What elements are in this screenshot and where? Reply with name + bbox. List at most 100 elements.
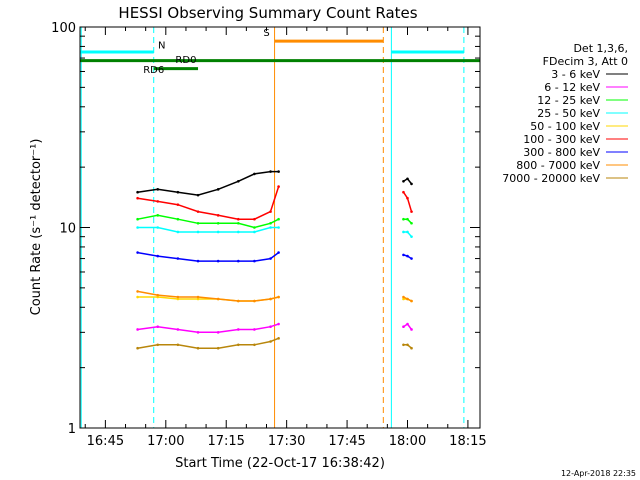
series-point-5-0-2 xyxy=(176,203,180,206)
series-point-7-0-1 xyxy=(156,293,160,297)
series-point-3-1-2 xyxy=(410,235,413,238)
legend-label-3: 25 - 50 keV xyxy=(537,107,600,120)
series-point-1-0-7 xyxy=(269,325,272,329)
x-tick-label-1645: 16:45 xyxy=(87,434,124,449)
series-point-5-0-8 xyxy=(277,185,280,188)
timestamp: 12-Apr-2018 22:35 xyxy=(561,469,636,478)
series-point-5-0-3 xyxy=(196,210,200,213)
legend-header-line-1: FDecim 3, Att 0 xyxy=(543,55,628,68)
series-point-3-0-2 xyxy=(176,230,180,234)
series-point-8-0-3 xyxy=(196,346,200,350)
series-point-6-0-0 xyxy=(136,251,139,254)
series-point-7-1-1 xyxy=(406,297,409,301)
series-point-7-0-3 xyxy=(196,295,200,299)
series-point-3-0-7 xyxy=(269,226,272,229)
series-point-7-1-0 xyxy=(402,295,405,299)
series-point-2-0-7 xyxy=(269,221,272,225)
series-point-7-0-7 xyxy=(269,297,272,301)
series-point-0-1-0 xyxy=(402,179,405,183)
series-point-3-0-1 xyxy=(156,226,160,229)
annotation-rd6: RD6 xyxy=(143,65,164,76)
x-tick-label-1800: 18:00 xyxy=(389,434,426,449)
series-point-8-1-2 xyxy=(410,346,413,350)
series-point-4-0-1 xyxy=(156,295,160,299)
series-point-2-0-8 xyxy=(277,217,280,221)
series-point-6-0-5 xyxy=(237,259,240,263)
series-point-0-0-3 xyxy=(196,193,200,197)
y-axis-label: Count Rate (s⁻¹ detector⁻¹) xyxy=(29,139,44,316)
legend-label-7: 800 - 7000 keV xyxy=(516,159,600,172)
series-point-3-0-8 xyxy=(277,226,280,229)
series-point-0-0-1 xyxy=(156,188,160,191)
series-point-5-1-2 xyxy=(410,210,413,213)
series-point-6-0-2 xyxy=(176,257,180,260)
series-point-0-1-1 xyxy=(406,177,409,181)
series-point-2-1-0 xyxy=(402,217,405,221)
series-point-3-0-4 xyxy=(216,230,220,234)
series-point-7-0-4 xyxy=(216,297,220,301)
series-point-2-0-3 xyxy=(196,221,200,225)
legend-label-8: 7000 - 20000 keV xyxy=(502,172,600,185)
series-point-0-0-4 xyxy=(216,188,220,191)
y-tick-label-1: 1 xyxy=(68,422,76,437)
x-tick-label-1745: 17:45 xyxy=(328,434,365,449)
series-point-0-0-0 xyxy=(136,190,139,194)
series-point-2-0-5 xyxy=(237,221,240,225)
series-point-0-0-5 xyxy=(237,179,240,183)
series-point-1-0-2 xyxy=(176,328,180,331)
series-point-4-0-2 xyxy=(176,297,180,301)
series-point-0-0-6 xyxy=(253,172,256,176)
series-point-1-0-3 xyxy=(196,331,200,334)
annotation-rd0: RD0 xyxy=(175,55,196,66)
legend-label-2: 12 - 25 keV xyxy=(537,94,600,107)
series-point-0-0-8 xyxy=(277,170,280,173)
series-point-6-0-4 xyxy=(216,259,220,263)
x-tick-label-1700: 17:00 xyxy=(147,434,184,449)
annotation-n: N xyxy=(158,41,165,52)
series-point-1-1-0 xyxy=(402,325,405,329)
legend-label-0: 3 - 6 keV xyxy=(551,68,600,81)
series-point-1-0-1 xyxy=(156,325,160,329)
series-point-4-0-3 xyxy=(196,297,200,301)
series-point-1-0-0 xyxy=(136,328,139,331)
series-point-3-0-6 xyxy=(253,230,256,234)
series-point-6-0-1 xyxy=(156,254,160,258)
series-point-3-1-1 xyxy=(406,230,409,234)
series-point-8-0-2 xyxy=(176,343,180,347)
y-tick-label-10: 10 xyxy=(59,222,76,237)
series-point-5-0-4 xyxy=(216,214,220,217)
legend-label-1: 6 - 12 keV xyxy=(544,81,600,94)
series-point-7-0-5 xyxy=(237,299,240,303)
plot-area: N S RD0 RD6 xyxy=(80,27,480,428)
x-tick-label-1715: 17:15 xyxy=(207,434,244,449)
series-point-1-0-5 xyxy=(237,328,240,331)
series-point-0-0-2 xyxy=(176,190,180,194)
x-axis-label: Start Time (22-Oct-17 16:38:42) xyxy=(175,456,385,471)
series-point-8-0-1 xyxy=(156,343,160,347)
series-point-2-0-4 xyxy=(216,221,220,225)
series-point-3-0-5 xyxy=(237,230,240,234)
series-point-4-1-0 xyxy=(402,297,405,301)
series-point-7-0-6 xyxy=(253,299,256,303)
series-point-8-0-8 xyxy=(277,337,280,340)
series-point-2-0-0 xyxy=(136,217,139,221)
y-axis: 1 10 100 xyxy=(51,21,480,437)
series-point-6-0-7 xyxy=(269,257,272,260)
series-point-2-1-1 xyxy=(406,217,409,221)
series-point-5-0-5 xyxy=(237,217,240,221)
series-point-6-0-6 xyxy=(253,259,256,263)
series-point-5-1-0 xyxy=(402,190,405,194)
series-point-2-0-2 xyxy=(176,217,180,221)
series-point-3-0-0 xyxy=(136,226,139,229)
series-point-8-0-5 xyxy=(237,343,240,347)
series-point-5-0-7 xyxy=(269,210,272,213)
series-point-8-0-7 xyxy=(269,340,272,343)
legend-label-5: 100 - 300 keV xyxy=(523,133,600,146)
series-point-7-0-8 xyxy=(277,295,280,299)
chart-title: HESSI Observing Summary Count Rates xyxy=(118,4,417,22)
series-point-2-1-2 xyxy=(410,221,413,225)
series-point-7-1-2 xyxy=(410,299,413,303)
series-point-3-1-0 xyxy=(402,230,405,234)
